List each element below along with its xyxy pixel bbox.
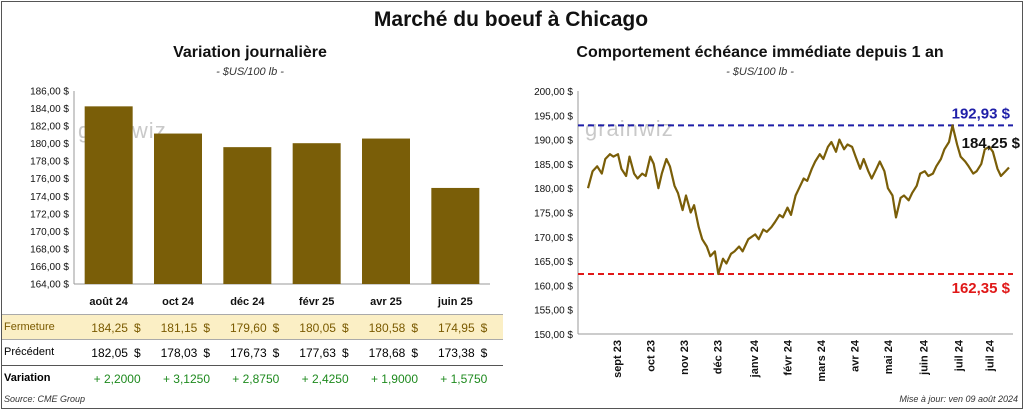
table-cell: + 2,4250	[277, 372, 349, 386]
y-tick-label: 166,00 $	[30, 262, 69, 273]
x-tick-label: août 24	[89, 296, 128, 308]
row-label: Variation	[4, 372, 51, 384]
table-cell: 178,68 $	[346, 346, 418, 360]
bar	[154, 133, 202, 284]
cell-currency: $	[203, 321, 210, 335]
y-tick-label: 176,00 $	[30, 174, 69, 185]
y-tick-label: 168,00 $	[30, 244, 69, 255]
right-panel-title: Comportement échéance immédiate depuis 1…	[576, 44, 944, 61]
row-label: Précédent	[4, 346, 55, 358]
bar	[362, 138, 410, 284]
table-cell: 177,63 $	[277, 346, 349, 360]
bar	[292, 143, 341, 284]
x-tick-label: juin 25	[437, 296, 473, 308]
cell-value: 180,05	[299, 321, 336, 335]
cell-value: + 3,1250	[162, 372, 210, 386]
y-tick-label: 164,00 $	[30, 280, 69, 291]
source-note: Source: CME Group	[4, 394, 86, 404]
table-row-close: Fermeture 184,25 $181,15 $179,60 $180,05 $18…	[2, 314, 503, 340]
cell-value: 176,73	[229, 346, 267, 360]
bar	[223, 147, 272, 284]
y-tick-label: 182,00 $	[30, 122, 69, 133]
cell-value: + 2,4250	[301, 372, 349, 386]
watermark-right: grainwiz	[585, 116, 674, 141]
cell-currency: $	[341, 321, 349, 335]
cell-value: 182,05	[91, 346, 128, 360]
table-cell: 173,38 $	[415, 346, 487, 360]
y-tick-label: 172,00 $	[30, 209, 69, 220]
table-cell: 174,95 $	[415, 321, 487, 335]
bar	[431, 187, 480, 284]
table-cell: + 3,1250	[138, 372, 210, 386]
y-tick-label: 184,00 $	[30, 104, 69, 115]
cell-value: + 2,2000	[93, 372, 141, 386]
table-cell: + 2,2000	[69, 372, 141, 386]
update-note: Mise à jour: ven 09 août 2024	[899, 394, 1018, 404]
bar-chart: 164,00 $ 166,00 $ 168,00 $ 170,00 $ 172,00 $…	[30, 87, 490, 308]
cell-value: + 1,9000	[370, 372, 418, 386]
cell-currency: $	[133, 321, 141, 335]
cell-currency: $	[411, 321, 418, 335]
cell-value: + 1,5750	[440, 372, 488, 386]
cell-value: 174,95	[437, 321, 475, 335]
table-cell: 181,15 $	[138, 321, 210, 335]
table-cell: + 1,5750	[415, 372, 487, 386]
cell-currency: $	[411, 346, 418, 360]
x-tick-label: févr 25	[299, 296, 334, 308]
table-row-previous: Précédent 182,05 $178,03 $176,73 $177,63 $17…	[2, 340, 503, 366]
table-cell: + 2,8750	[207, 372, 279, 386]
table-cell: 179,60 $	[207, 321, 279, 335]
y-tick-label: 178,00 $	[30, 157, 69, 168]
cell-value: + 2,8750	[232, 372, 280, 386]
cell-value: 181,15	[160, 321, 198, 335]
cell-currency: $	[480, 321, 488, 335]
table-cell: 180,05 $	[277, 321, 349, 335]
x-tick-label: déc 24	[230, 296, 265, 308]
y-tick-label: 170,00 $	[30, 227, 69, 238]
x-tick-label: avr 25	[370, 296, 402, 308]
cell-value: 179,60	[229, 321, 267, 335]
table-cell: 182,05 $	[69, 346, 141, 360]
cell-currency: $	[272, 321, 280, 335]
table-cell: 180,58 $	[346, 321, 418, 335]
left-panel-subtitle: - $US/100 lb -	[216, 66, 284, 78]
table-row-variation: Variation + 2,2000 + 3,1250 + 2,8750 + 2,42…	[2, 366, 503, 392]
cell-value: 178,68	[368, 346, 406, 360]
cell-currency: $	[480, 346, 488, 360]
row-label: Fermeture	[4, 321, 55, 333]
table-cell: 176,73 $	[207, 346, 279, 360]
table-cell: 178,03 $	[138, 346, 210, 360]
y-tick-label: 186,00 $	[30, 87, 69, 98]
cell-currency: $	[203, 346, 210, 360]
left-panel-title: Variation journalière	[173, 44, 327, 61]
cell-value: 180,58	[368, 321, 406, 335]
cell-currency: $	[272, 346, 280, 360]
cell-value: 173,38	[437, 346, 475, 360]
page-title: Marché du boeuf à Chicago	[373, 8, 649, 31]
x-tick-label: oct 24	[162, 296, 195, 308]
table-cell: 184,25 $	[69, 321, 141, 335]
right-panel-subtitle: - $US/100 lb -	[726, 66, 794, 78]
table-cell: + 1,9000	[346, 372, 418, 386]
cell-value: 177,63	[299, 346, 336, 360]
cell-currency: $	[341, 346, 349, 360]
y-tick-label: 180,00 $	[30, 139, 69, 150]
y-tick-label: 174,00 $	[30, 192, 69, 203]
cell-value: 184,25	[91, 321, 128, 335]
bar	[84, 106, 133, 285]
cell-value: 178,03	[160, 346, 198, 360]
cell-currency: $	[133, 346, 141, 360]
